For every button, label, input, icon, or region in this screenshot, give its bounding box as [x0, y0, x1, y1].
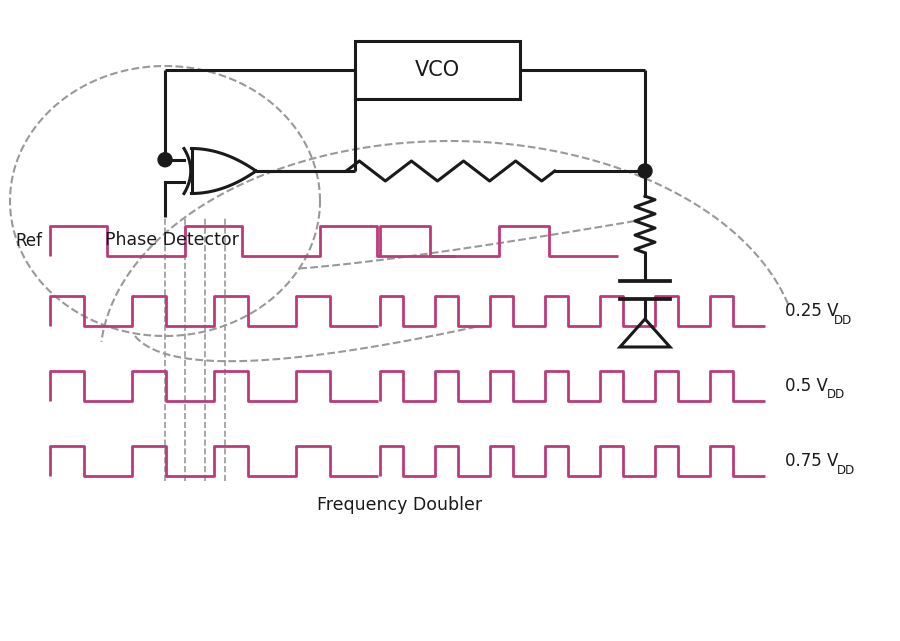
Text: Phase Detector: Phase Detector	[105, 231, 239, 249]
Text: DD: DD	[827, 388, 845, 401]
Bar	[355, 41, 520, 99]
Text: DD: DD	[837, 463, 855, 476]
Circle shape	[638, 164, 652, 178]
Text: DD: DD	[834, 313, 852, 326]
Circle shape	[158, 153, 172, 167]
Text: 0.5 V: 0.5 V	[785, 377, 828, 395]
Text: Frequency Doubler: Frequency Doubler	[318, 496, 482, 514]
Text: 0.75 V: 0.75 V	[785, 452, 839, 470]
Text: 0.25 V: 0.25 V	[785, 302, 839, 320]
Text: VCO: VCO	[415, 60, 460, 80]
Text: Ref: Ref	[15, 232, 42, 250]
